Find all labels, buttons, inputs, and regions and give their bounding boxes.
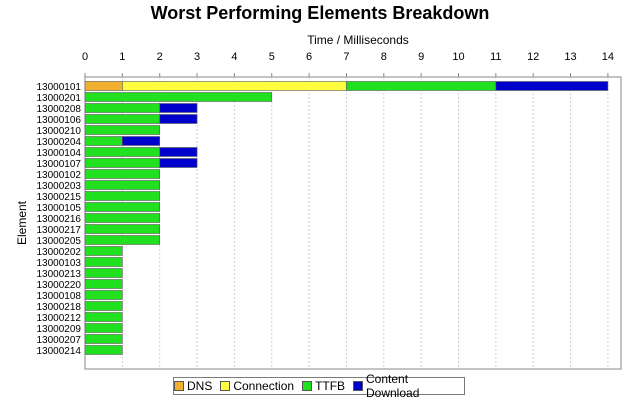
category-label: 13000103 xyxy=(37,258,82,269)
legend-swatch xyxy=(353,381,363,391)
legend-label: DNS xyxy=(187,379,213,393)
x-tick-label: 9 xyxy=(418,51,424,63)
bar-segment-ttfb xyxy=(84,235,160,245)
legend-swatch xyxy=(174,381,184,391)
category-label: 13000106 xyxy=(37,115,82,126)
bar-segment-ttfb xyxy=(84,213,160,223)
x-tick-label: 8 xyxy=(381,51,387,63)
bar-segment-content-download xyxy=(159,114,198,124)
bar-segment-ttfb xyxy=(84,103,160,113)
bar-segment-ttfb xyxy=(84,158,160,168)
category-label: 13000208 xyxy=(37,104,82,115)
x-tick-label: 12 xyxy=(527,51,539,63)
legend-item: TTFB xyxy=(302,379,345,393)
category-label: 13000108 xyxy=(37,291,82,302)
x-axis-label: Time / Milliseconds xyxy=(307,33,409,47)
y-axis-label: Element xyxy=(15,200,29,245)
x-tick-label: 4 xyxy=(231,51,237,63)
bar-segment-connection xyxy=(122,81,347,91)
bar-segment-ttfb xyxy=(84,334,123,344)
x-tick-label: 2 xyxy=(157,51,163,63)
bar-segment-ttfb xyxy=(84,312,123,322)
bar-segment-content-download xyxy=(495,81,609,91)
legend-item: Connection xyxy=(220,379,294,393)
x-tick-label: 11 xyxy=(490,51,501,63)
legend-label: Content Download xyxy=(366,372,420,400)
legend: DNS Connection TTFB Content Download xyxy=(173,372,465,400)
x-tick-label: 5 xyxy=(269,51,275,63)
bar-segment-ttfb xyxy=(84,114,160,124)
legend-label: TTFB xyxy=(315,379,346,393)
category-label: 13000105 xyxy=(37,203,82,214)
x-tick-label: 0 xyxy=(82,51,88,63)
category-label: 13000215 xyxy=(37,192,82,203)
bar-segment-ttfb xyxy=(346,81,497,91)
category-label: 13000101 xyxy=(37,82,82,93)
bar-segment-ttfb xyxy=(84,136,123,146)
x-tick-label: 7 xyxy=(343,51,349,63)
category-label: 13000107 xyxy=(37,159,82,170)
bar-segment-ttfb xyxy=(84,323,123,333)
bar-segment-ttfb xyxy=(84,345,123,355)
x-tick-label: 10 xyxy=(452,51,464,63)
category-label: 13000202 xyxy=(37,247,82,258)
category-label: 13000213 xyxy=(37,269,82,280)
category-label: 13000207 xyxy=(37,335,82,346)
category-label: 13000104 xyxy=(37,148,82,159)
category-label: 13000220 xyxy=(37,280,82,291)
bar-segment-ttfb xyxy=(84,257,123,267)
category-label: 13000201 xyxy=(37,93,82,104)
bar-segment-dns xyxy=(84,81,123,91)
bar-segment-ttfb xyxy=(84,279,123,289)
x-tick-label: 6 xyxy=(306,51,312,63)
x-tick-label: 3 xyxy=(194,51,200,63)
bar-segment-ttfb xyxy=(84,246,123,256)
chart-title: Worst Performing Elements Breakdown xyxy=(150,3,490,23)
plot-area xyxy=(84,76,622,370)
bar-segment-content-download xyxy=(122,136,160,146)
bar-segment-ttfb xyxy=(84,290,123,300)
bars xyxy=(84,81,609,355)
legend-item: DNS xyxy=(174,379,212,393)
x-tick-label: 14 xyxy=(602,51,614,63)
bar-segment-ttfb xyxy=(84,224,160,234)
bar-segment-ttfb xyxy=(84,169,160,179)
y-category-labels: 1300010113000201130002081300010613000210… xyxy=(37,82,82,357)
bar-segment-ttfb xyxy=(84,268,123,278)
category-label: 13000212 xyxy=(37,313,82,324)
category-label: 13000209 xyxy=(37,324,82,335)
legend-swatch xyxy=(302,381,313,391)
category-label: 13000210 xyxy=(37,126,82,137)
legend-swatch xyxy=(220,381,231,391)
legend-item: Content Download xyxy=(353,372,464,400)
legend-label: Connection xyxy=(233,379,295,393)
category-label: 13000217 xyxy=(37,225,82,236)
x-tick-label: 13 xyxy=(564,51,576,63)
x-tick-labels: 0 1 2 3 4 5 6 7 8 9 10 11 12 13 14 xyxy=(82,51,614,77)
bar-segment-content-download xyxy=(159,103,198,113)
bar-segment-content-download xyxy=(159,147,198,157)
bar-segment-ttfb xyxy=(84,147,160,157)
category-label: 13000214 xyxy=(37,346,82,357)
x-tick-label: 1 xyxy=(119,51,125,63)
bar-segment-ttfb xyxy=(84,180,160,190)
category-label: 13000218 xyxy=(37,302,82,313)
bar-segment-content-download xyxy=(159,158,198,168)
bar-segment-ttfb xyxy=(84,191,160,201)
category-label: 13000205 xyxy=(37,236,82,247)
bar-segment-ttfb xyxy=(84,125,160,135)
category-label: 13000216 xyxy=(37,214,82,225)
category-label: 13000102 xyxy=(37,170,82,181)
bar-segment-ttfb xyxy=(84,92,273,102)
bar-segment-ttfb xyxy=(84,202,160,212)
category-label: 13000203 xyxy=(37,181,82,192)
category-label: 13000204 xyxy=(37,137,82,148)
bar-segment-ttfb xyxy=(84,301,123,311)
grid-lines xyxy=(121,77,609,369)
